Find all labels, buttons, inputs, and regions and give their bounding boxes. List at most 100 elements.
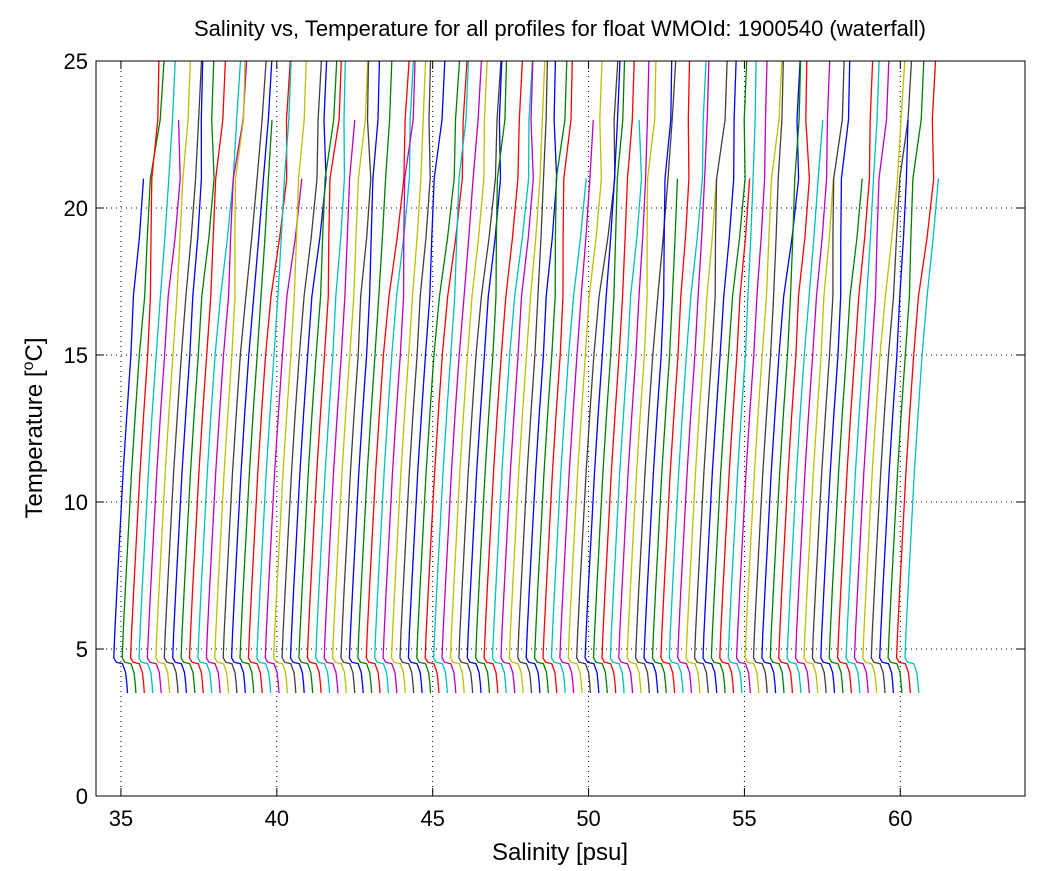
profile-line bbox=[609, 119, 643, 694]
profile-line bbox=[853, 61, 890, 694]
profile-line bbox=[567, 61, 603, 694]
y-tick-label: 0 bbox=[76, 784, 88, 809]
profile-line bbox=[306, 61, 342, 694]
profile-line bbox=[786, 119, 824, 694]
plot-area bbox=[96, 61, 1025, 796]
profile-line bbox=[727, 61, 757, 694]
x-tick-label: 40 bbox=[265, 806, 289, 831]
profile-line bbox=[643, 61, 673, 694]
y-axis-label-main: Temperature [ bbox=[21, 370, 48, 518]
profile-line bbox=[449, 61, 488, 694]
y-tick-label: 15 bbox=[64, 343, 88, 368]
profile-line bbox=[348, 61, 381, 694]
profile-line bbox=[365, 61, 410, 694]
profile-line bbox=[500, 61, 534, 694]
profile-line bbox=[693, 61, 728, 694]
profile-line bbox=[357, 61, 393, 694]
profile-line bbox=[475, 61, 508, 694]
profile-line bbox=[879, 119, 909, 694]
x-tick-label: 50 bbox=[576, 806, 600, 831]
profile-line bbox=[121, 61, 165, 694]
profile-line bbox=[483, 61, 524, 694]
axis-ticks: 35 40 45 50 55 60 0 5 10 15 20 25 bbox=[64, 49, 1025, 831]
profile-line bbox=[769, 61, 802, 694]
profile-line bbox=[163, 61, 203, 694]
profile-line bbox=[836, 61, 874, 694]
profile-line bbox=[592, 61, 626, 694]
profile-line bbox=[735, 61, 768, 694]
profile-line bbox=[862, 61, 906, 694]
profile-line bbox=[904, 178, 940, 694]
x-axis-label: Salinity [psu] bbox=[492, 839, 628, 866]
profile-line bbox=[441, 61, 483, 694]
profile-line bbox=[811, 61, 845, 694]
profile-line bbox=[685, 178, 718, 694]
profile-line bbox=[273, 61, 307, 694]
profile-line bbox=[172, 61, 204, 694]
profile-line bbox=[188, 61, 227, 694]
profile-line bbox=[214, 61, 246, 694]
profile-line bbox=[113, 178, 145, 694]
profile-line bbox=[129, 61, 160, 694]
profile-line bbox=[761, 61, 801, 694]
y-tick-label: 25 bbox=[64, 49, 88, 74]
profile-line bbox=[845, 61, 880, 694]
profile-line bbox=[382, 61, 416, 694]
profile-line bbox=[626, 61, 657, 694]
profile-line bbox=[458, 61, 502, 694]
profile-line bbox=[828, 178, 863, 694]
profile-line bbox=[895, 61, 937, 694]
profile-line bbox=[668, 61, 707, 694]
profile-line bbox=[542, 61, 573, 694]
profile-line bbox=[576, 61, 619, 694]
profile-line bbox=[508, 61, 546, 694]
profile-line bbox=[702, 61, 737, 694]
profile-line bbox=[222, 61, 267, 694]
profile-line bbox=[289, 61, 328, 694]
profile-line bbox=[315, 61, 346, 694]
y-tick-label: 10 bbox=[64, 490, 88, 515]
profile-line bbox=[870, 61, 913, 694]
x-tick-label: 45 bbox=[420, 806, 444, 831]
profile-line bbox=[155, 61, 192, 694]
profile-line bbox=[525, 61, 558, 694]
profile-line bbox=[390, 61, 427, 694]
profile-line bbox=[180, 61, 215, 694]
profile-line bbox=[239, 119, 273, 694]
y-axis-label-superscript: o bbox=[20, 361, 37, 370]
profile-line bbox=[517, 61, 549, 694]
profile-line bbox=[778, 61, 811, 694]
plot-frame bbox=[95, 60, 1026, 797]
profile-line bbox=[559, 119, 594, 694]
y-axis-label: Temperature [oC] bbox=[20, 338, 48, 519]
profile-line bbox=[677, 61, 710, 694]
profile-line bbox=[399, 61, 432, 694]
profile-line bbox=[618, 61, 650, 694]
profile-line bbox=[340, 61, 372, 694]
y-tick-label: 5 bbox=[76, 637, 88, 662]
chart-title: Salinity vs, Temperature for all profile… bbox=[194, 16, 926, 41]
profile-line bbox=[744, 61, 783, 694]
profile-line bbox=[794, 61, 831, 694]
profile-line bbox=[256, 61, 292, 694]
profile-line bbox=[752, 61, 784, 694]
profile-line bbox=[416, 61, 461, 694]
profile-line bbox=[584, 61, 621, 694]
profile-line bbox=[205, 61, 248, 694]
profile-line bbox=[660, 61, 691, 694]
profile-line bbox=[601, 61, 635, 694]
x-tick-label: 55 bbox=[732, 806, 756, 831]
x-tick-label: 60 bbox=[888, 806, 912, 831]
profile-line bbox=[719, 178, 751, 694]
profile-line bbox=[407, 61, 446, 694]
profile-line bbox=[491, 61, 534, 694]
profile-line bbox=[803, 178, 834, 694]
profile-line bbox=[550, 178, 587, 694]
profile-line bbox=[887, 61, 925, 694]
profile-line bbox=[264, 178, 303, 694]
profile-series bbox=[113, 61, 940, 694]
profile-line bbox=[138, 61, 176, 694]
profile-line bbox=[323, 119, 356, 694]
profile-line bbox=[230, 61, 273, 694]
